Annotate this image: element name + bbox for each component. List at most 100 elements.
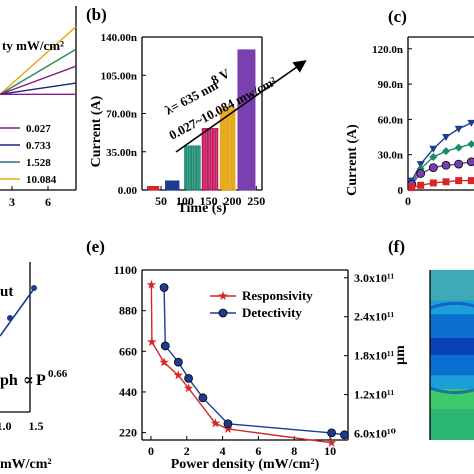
e-point-1-3 [184,373,193,383]
c-point-2-4 [454,159,464,169]
e-right-ytick-label-3: 2.4x10¹¹ [354,310,395,324]
panel-a: ty mW/cm² 0.027 0.733 1.528 10.084 3 6 [0,6,77,209]
e-point-1-2 [173,357,183,367]
a-legend-title: ty mW/cm² [2,38,64,53]
b-xtick-label-1: 100 [176,194,194,208]
c-point-3-1 [417,181,425,189]
b-xlabel: Time (s) [177,201,226,216]
b-xtick-label-3: 200 [223,194,241,208]
e-right-ytick-label-0: 6.0x10¹⁰ [354,427,396,441]
e-point-0-6 [223,423,233,433]
c-ytick-label-1: 30.0n [378,150,403,162]
a-xtick-label-1: 6 [45,195,51,209]
e-point-1-6 [327,428,336,438]
c-point-2-3 [441,160,451,170]
d-xtick-label-0: 1.0 [0,419,12,433]
d-xtick-label-1: 1.5 [29,419,44,433]
e-right-ytick-label-2: 1.8x10¹¹ [354,349,395,363]
d-fit-line [0,285,37,337]
e-point-0-5 [210,418,221,428]
c-point-3-0 [408,184,416,192]
c-ytick-label-2: 60.0n [378,114,403,126]
f-heatmap-band-0 [430,270,474,301]
f-heatmap-band-3 [430,338,474,355]
panel-b: 0.00 35.00n 70.00n 105.00n 140.00n 50 100 150 20… [89,32,307,216]
f-heatmap-band-4 [430,355,474,376]
e-point-1-5 [223,419,233,429]
a-line-3 [0,82,77,96]
c-point-1-5 [467,140,474,149]
c-ytick-label-3: 90.0n [378,79,403,91]
f-heatmap-band-6 [430,389,474,410]
e-left-ytick-label-4: 1100 [114,263,137,277]
panel-label-b: (b) [86,5,107,24]
e-point-0-7 [326,437,337,447]
b-xtick-label-2: 150 [200,194,218,208]
b-wave-1 [165,180,181,191]
b-wave-3 [201,128,220,191]
e-point-0-0 [146,279,157,289]
panel-c: 0 30.0n 60.0n 90.0n 120.0n 0 Current (A) [345,36,474,208]
a-legend-label-3: 10.084 [26,174,57,186]
e-point-1-7 [340,430,349,440]
e-legend-swatch-marker-1 [218,308,228,318]
e-xlabel: Power density (mW/cm²) [171,457,320,472]
e-xtick-label-0: 0 [148,444,154,458]
a-xtick-label-0: 3 [9,195,15,209]
c-point-3-4 [455,177,463,185]
e-left-ytick-label-3: 880 [119,304,137,318]
b-wave-2 [184,145,202,191]
d-point-1 [31,285,37,291]
a-legend-label-0: 0.027 [26,123,51,135]
b-ytick-label-4: 140.00n [101,32,137,44]
b-ytick-label-2: 70.00n [106,109,137,121]
panel-label-f: (f) [388,237,405,256]
b-ytick-label-1: 35.00n [106,147,137,159]
e-point-0-3 [173,370,184,380]
b-arrow [175,60,307,153]
panel-label-e: (e) [86,237,105,256]
d-label-ut: ut [0,284,13,300]
c-point-2-1 [416,169,426,178]
e-left-ytick-label-1: 440 [119,385,137,399]
d-label-prop: ∝ [23,372,34,389]
e-right-ytick-label-1: 1.2x10¹¹ [354,388,395,402]
d-label-exp: 0.66 [48,368,68,380]
e-point-0-1 [147,337,157,347]
panel-d: 1.0 1.5 ut ph ∝P0.66 mW/cm² [0,262,68,472]
e-point-1-4 [198,393,208,403]
f-heatmap-band-2 [430,314,474,338]
d-point-0 [7,315,13,321]
c-point-0-4 [454,125,463,133]
e-xtick-label-2: 4 [220,444,226,458]
a-line-1 [0,48,77,95]
a-line-2 [0,65,77,96]
c-ytick-label-0: 0 [398,185,404,197]
b-wave-4 [219,107,237,191]
panel-f: μm [393,270,474,440]
e-left-ytick-label-2: 660 [119,344,137,358]
b-xtick-label-4: 250 [247,194,265,208]
c-point-1-3 [442,147,450,156]
f-heatmap-band-7 [430,409,474,440]
e-xtick-label-3: 6 [255,444,261,458]
e-point-0-4 [183,383,194,393]
d-label-ph: ph [0,372,18,389]
b-wave-0 [146,185,160,191]
e-legend-label-1: Detectivity [242,305,302,320]
panel-label-c: (c) [388,7,407,26]
e-left-ytick-label-0: 220 [119,426,137,440]
e-legend-label-0: Responsivity [242,288,313,303]
e-point-1-1 [160,341,170,351]
panel-e: 220 440 660 880 1100 6.0x10¹⁰ 1.2x10¹¹ 1.8x10¹¹… [114,263,396,472]
e-xtick-label-5: 10 [324,444,336,458]
b-xtick-label-0: 50 [155,194,167,208]
b-ytick-label-0: 0.00 [118,185,138,197]
f-heatmap-contour [429,301,474,395]
c-point-2-2 [428,163,438,173]
e-point-0-2 [159,357,169,367]
c-point-0-3 [442,134,450,142]
a-legend-label-1: 0.733 [26,140,51,152]
b-ylabel: Current (A) [89,95,104,167]
